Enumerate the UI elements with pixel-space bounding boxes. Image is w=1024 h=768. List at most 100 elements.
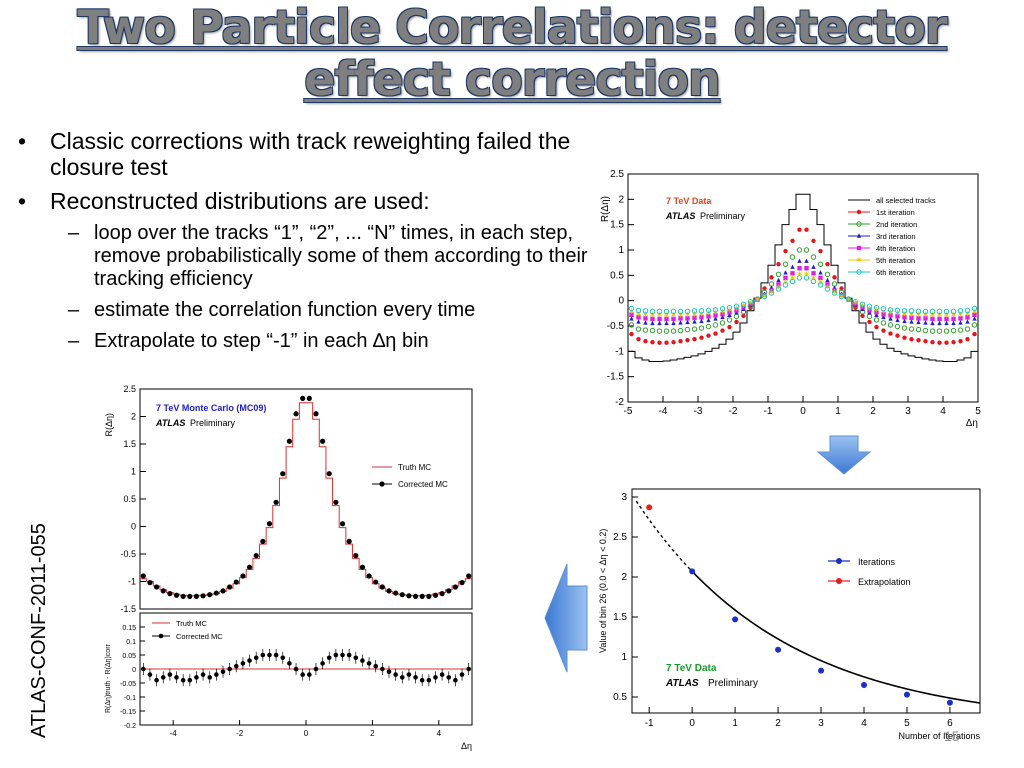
data-point <box>698 325 705 331</box>
plot-frame <box>631 488 981 714</box>
x-tick-label: 1 <box>732 718 738 729</box>
data-point <box>320 438 326 444</box>
data-point <box>789 278 796 285</box>
x-axis-label: Δη <box>461 741 472 751</box>
data-point <box>635 307 642 313</box>
legend-label: Extrapolation <box>858 577 911 587</box>
legend-marker <box>158 633 164 639</box>
preliminary-label: Preliminary <box>708 678 758 689</box>
data-point <box>811 264 816 269</box>
data-point: ✶ <box>768 287 776 297</box>
x-tick-label: -4 <box>170 729 178 738</box>
data-point: ✶ <box>754 295 762 305</box>
data-point: ✶ <box>838 291 846 301</box>
y-tick-label: 0 <box>132 667 136 674</box>
y-axis-label: Value of bin 26 (0.0 < Δη < 0.2) <box>598 529 608 653</box>
data-point <box>426 677 432 683</box>
data-point <box>628 322 635 328</box>
data-point <box>790 264 795 269</box>
data-point <box>741 313 746 319</box>
data-point <box>908 308 915 314</box>
data-point <box>923 339 928 344</box>
data-point: ✶ <box>922 310 930 320</box>
y-tick-label: 2 <box>131 412 136 422</box>
legend-label: 4th iteration <box>876 244 915 253</box>
x-tick-label: -2 <box>236 729 244 738</box>
data-point <box>903 691 910 698</box>
legend-marker <box>836 558 842 564</box>
y-tick-label: 1.5 <box>613 612 627 623</box>
y-tick-label: -0.1 <box>124 695 136 702</box>
data-point <box>958 320 963 325</box>
data-point <box>664 316 669 322</box>
legend-label: Iterations <box>858 557 896 567</box>
data-point <box>260 538 266 544</box>
data-point <box>810 278 817 285</box>
data-point <box>220 669 226 675</box>
x-axis-label: Number of Iterations <box>898 731 980 741</box>
data-point <box>629 312 634 318</box>
sub-bullet-item: – estimate the correlation function every… <box>12 299 602 322</box>
data-point <box>459 672 465 677</box>
x-tick-label: 4 <box>861 718 867 729</box>
data-point: ✶ <box>677 310 685 320</box>
data-point <box>888 316 893 321</box>
data-point <box>916 319 921 325</box>
data-point <box>459 580 465 586</box>
data-point <box>824 271 831 278</box>
data-point: ✶ <box>957 309 965 319</box>
legend-label: 2nd iteration <box>876 220 917 229</box>
data-point: ✶ <box>971 306 979 316</box>
data-point: ✶ <box>901 309 909 319</box>
data-point <box>180 593 186 599</box>
data-point <box>293 666 299 672</box>
data-point <box>930 316 935 322</box>
slide-title-line1: Two Particle Correlations: detector <box>77 0 947 54</box>
data-point <box>859 301 866 307</box>
data-point <box>373 663 379 669</box>
data-point <box>664 320 669 326</box>
data-point <box>147 672 153 677</box>
data-point <box>946 699 953 706</box>
y-axis-label: R(Δη) <box>600 196 611 222</box>
data-point <box>775 286 782 292</box>
data-point <box>972 316 977 321</box>
data-point: ✶ <box>796 269 804 279</box>
data-point <box>207 675 213 680</box>
y-tick-label: -1 <box>615 346 624 357</box>
y-tick-label: -1.5 <box>120 604 136 614</box>
data-point <box>699 335 704 340</box>
data-point: ✶ <box>782 277 790 287</box>
y-tick-label: -0.2 <box>124 723 136 730</box>
legend-label: 5th iteration <box>876 256 915 265</box>
data-point <box>950 308 957 315</box>
x-tick-label: -1 <box>645 718 654 729</box>
plot-frame <box>139 388 473 610</box>
sub-bullet-text: Extrapolate to step “-1” in each ∆η bin <box>94 330 429 352</box>
data-point <box>776 277 781 283</box>
legend-label: 3rd iteration <box>876 232 916 241</box>
data-point <box>964 326 971 332</box>
data-point <box>901 308 908 314</box>
data-point <box>200 593 206 599</box>
data-point <box>719 320 726 326</box>
data-point <box>818 275 823 281</box>
data-point <box>240 661 246 666</box>
data-point <box>951 320 956 326</box>
data-point <box>901 325 908 331</box>
chart-iterations-panel: -2 -1.5 -1 -0.5 0 0.5 1 1.5 2 2.5 -5 -4 -3 -2 -1 0 1 2 3 4 5… <box>598 164 988 435</box>
data-point <box>803 247 810 253</box>
data-point <box>874 312 879 318</box>
data-point <box>719 306 726 312</box>
y-tick-label: 0.5 <box>123 494 136 504</box>
data-point <box>160 675 166 680</box>
data-point <box>260 652 266 658</box>
data-point <box>247 658 252 663</box>
legend-label: all selected tracks <box>876 196 936 205</box>
data-point <box>273 499 279 505</box>
data-point <box>452 584 458 590</box>
legend-label: 1st iteration <box>876 208 915 217</box>
data-point <box>629 316 634 321</box>
dash-symbol: – <box>68 222 80 244</box>
data-point <box>253 655 259 661</box>
